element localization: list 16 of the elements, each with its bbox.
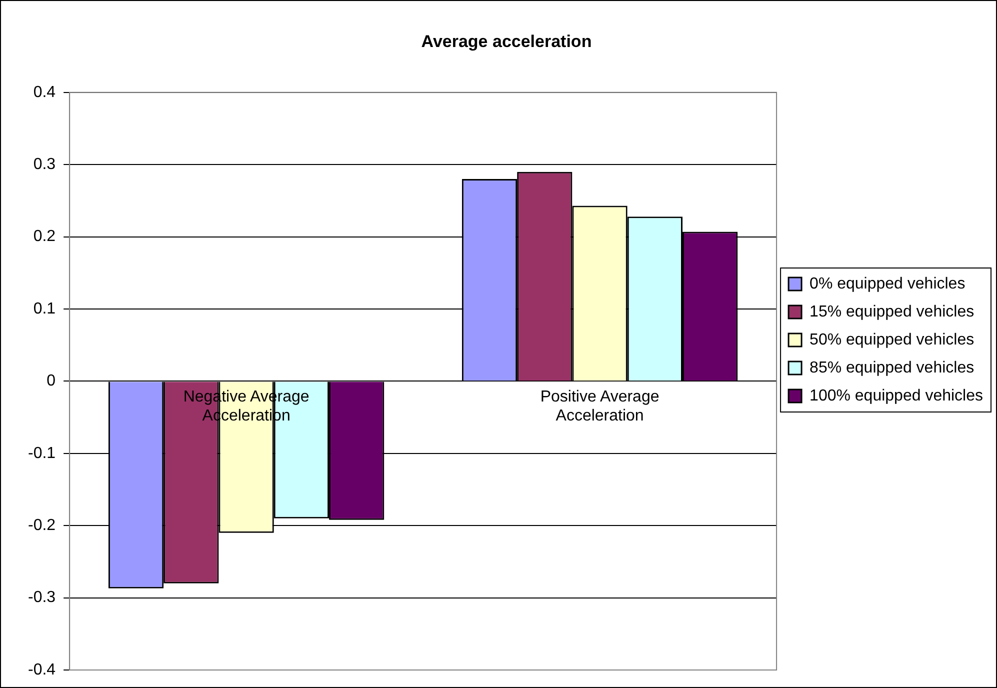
y-tick-label: -0.1 xyxy=(28,444,56,462)
chart-title: Average acceleration xyxy=(421,32,592,51)
y-tick-label: 0.2 xyxy=(33,228,56,246)
legend-label: 50% equipped vehicles xyxy=(810,331,974,348)
y-tick-label: 0.1 xyxy=(33,300,56,318)
legend-label: 15% equipped vehicles xyxy=(810,303,974,320)
y-tick-label: -0.2 xyxy=(28,517,56,534)
y-tick-label: 0.3 xyxy=(33,156,56,174)
y-tick-label: 0.4 xyxy=(33,84,56,101)
y-tick-label: 0 xyxy=(46,372,56,390)
legend-label: 0% equipped vehicles xyxy=(810,275,966,292)
y-tick-label: -0.4 xyxy=(28,661,56,678)
legend-label: 100% equipped vehicles xyxy=(810,387,984,404)
x-tick-label: Positive Average Acceleration xyxy=(540,388,660,425)
y-tick-label: -0.3 xyxy=(28,589,56,606)
legend-label: 85% equipped vehicles xyxy=(810,359,974,376)
